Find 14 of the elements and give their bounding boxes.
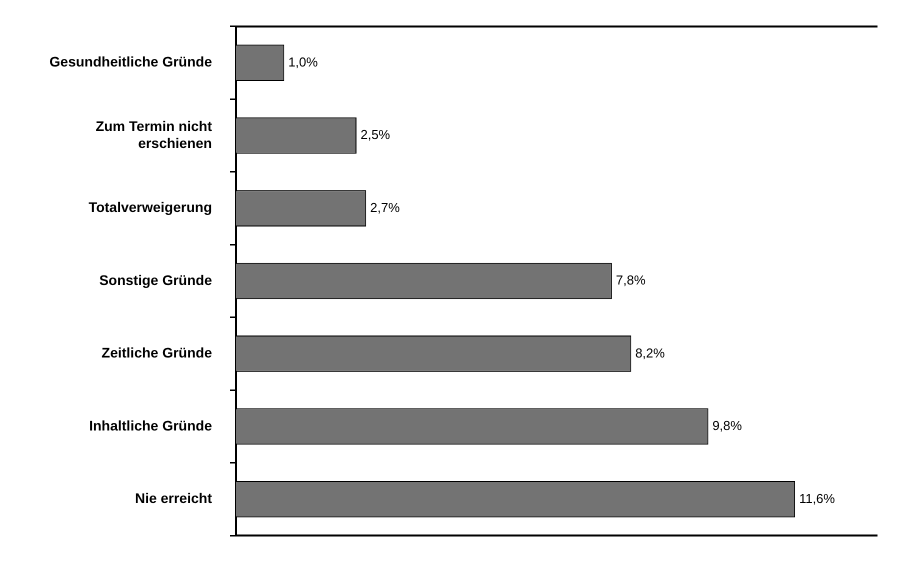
data-label: 9,8% [712,418,742,434]
y-tick-label: Sonstige Gründe [99,272,212,288]
data-label: 2,5% [360,127,391,142]
y-tick-label: Totalverweigerung [88,199,212,216]
data-label: 7,8% [616,272,646,288]
y-tick-label: Zeitliche Gründe [102,344,212,361]
data-label: 8,2% [635,345,666,360]
y-tick-label: Inhaltliche Gründe [89,417,212,434]
data-label: 2,7% [370,200,400,215]
y-tick-label: Gesundheitliche Gründe [49,54,212,70]
data-label: 11,6% [799,490,836,506]
y-tick-label: Zum Termin nicht erschienen [96,118,212,151]
data-label: 1,0% [288,54,318,70]
y-tick-label: Nie erreicht [134,490,212,506]
